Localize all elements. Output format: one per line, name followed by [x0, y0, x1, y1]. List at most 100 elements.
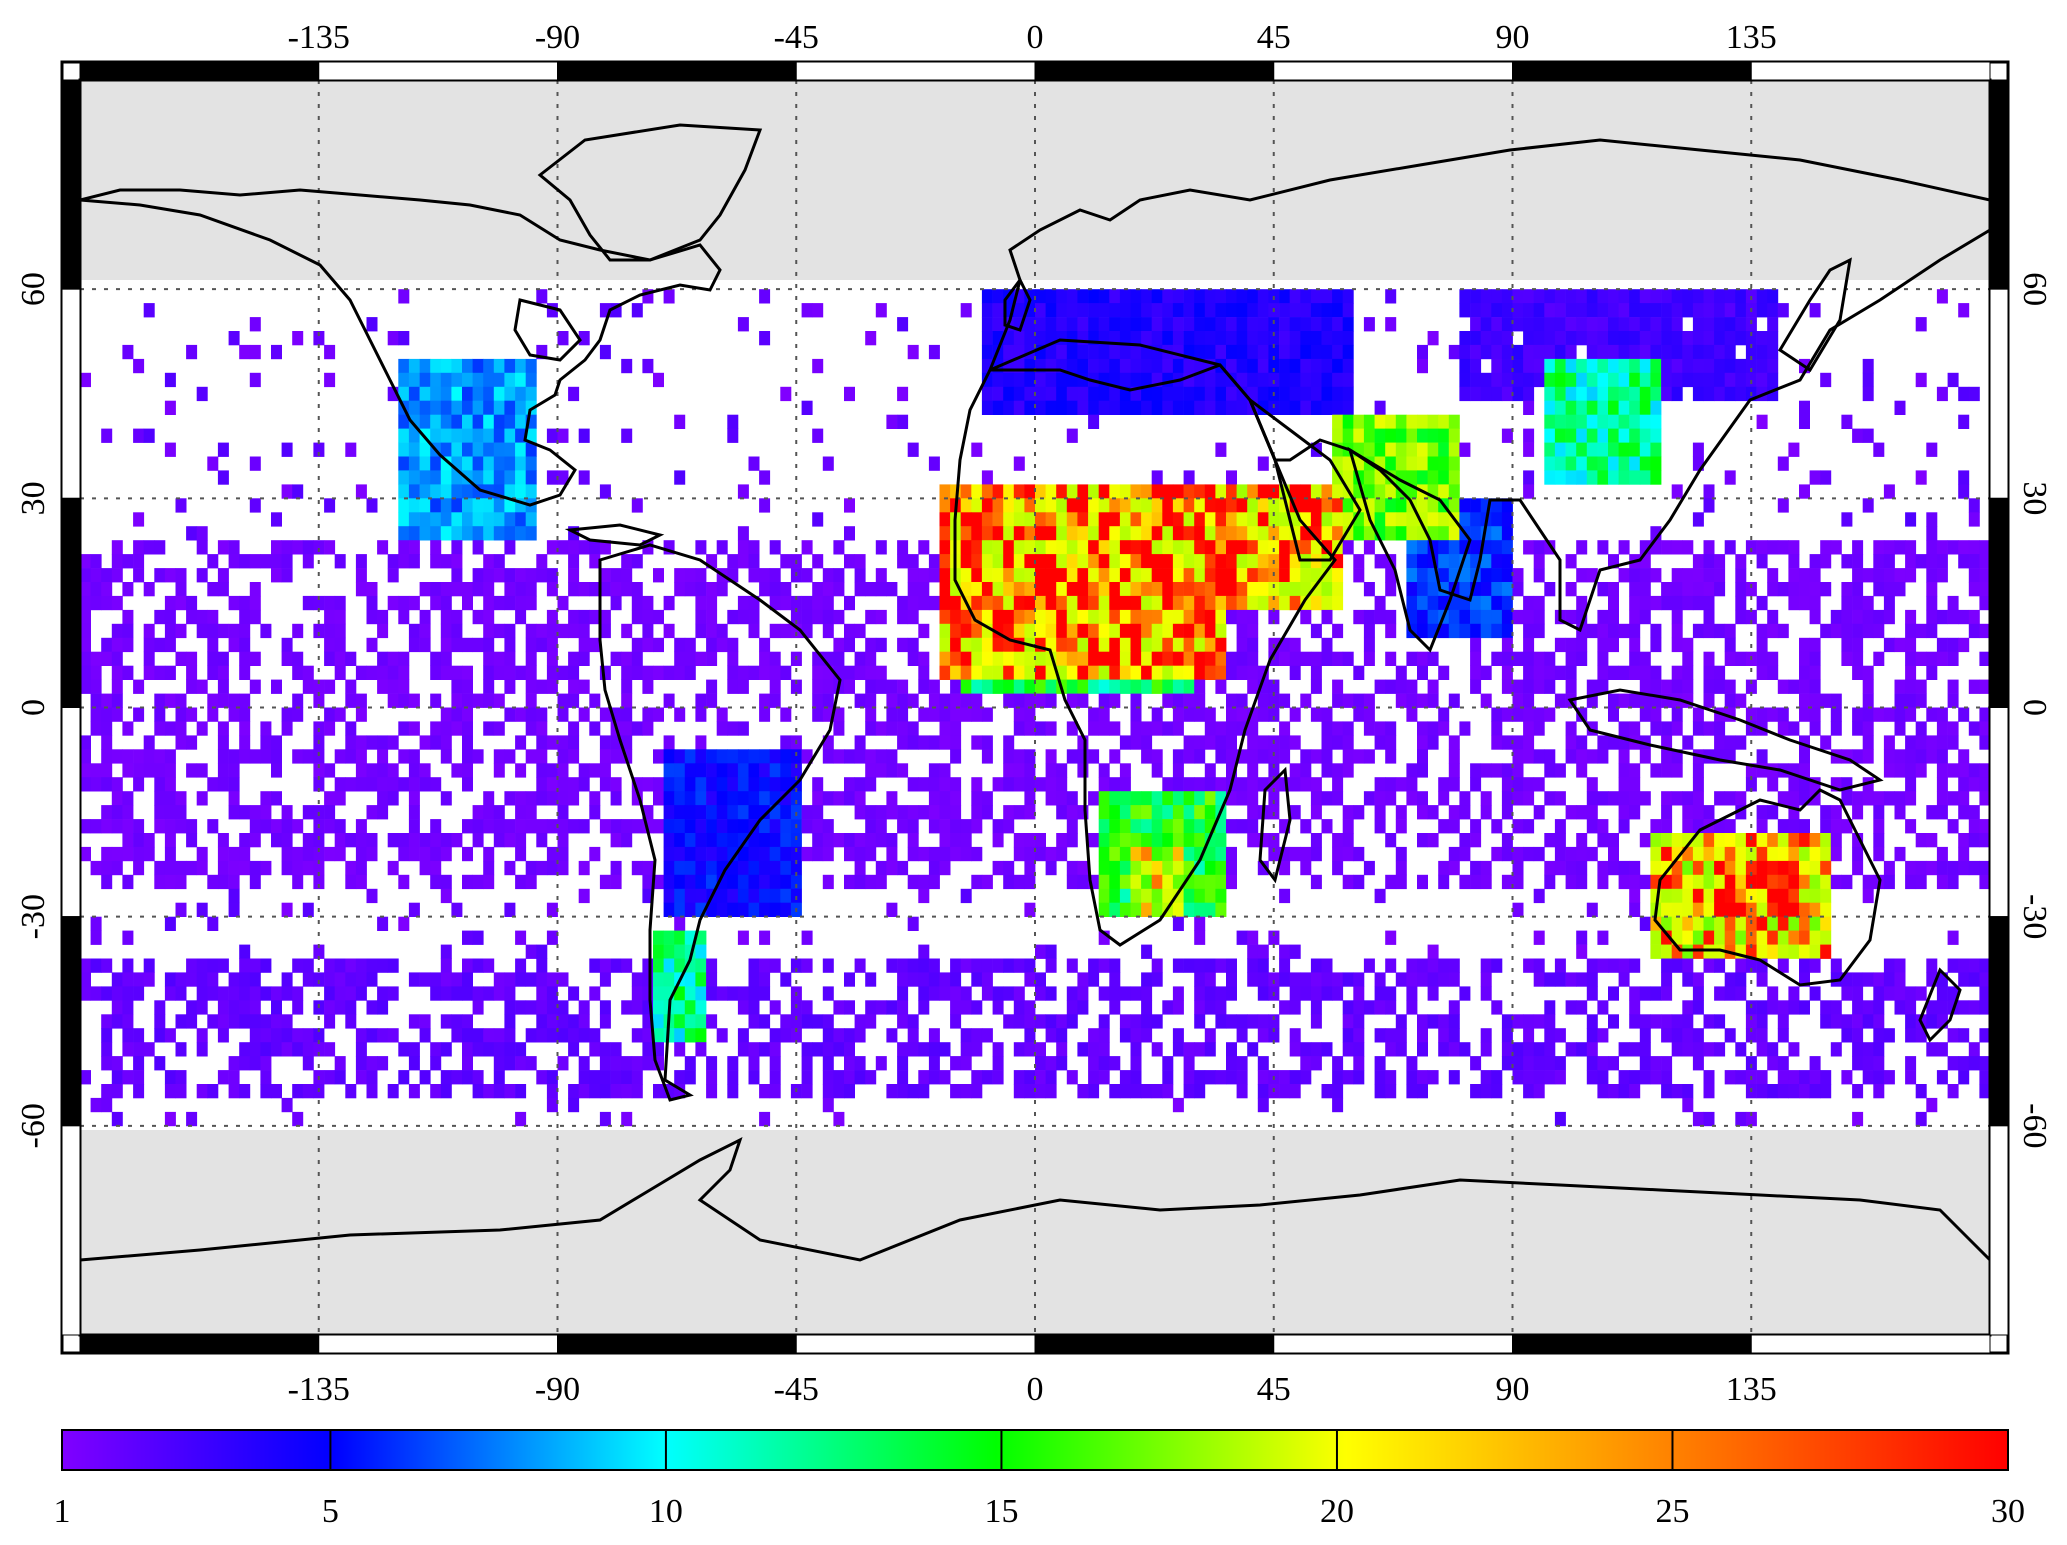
data-cell — [1565, 317, 1577, 332]
data-cell — [1204, 902, 1216, 917]
data-cell — [377, 609, 389, 625]
data-cell — [1979, 582, 1990, 597]
data-cell — [462, 498, 473, 513]
data-cell — [228, 874, 240, 890]
data-cell — [727, 749, 739, 764]
data-cell — [1003, 512, 1015, 527]
data-cell — [101, 986, 113, 1001]
data-cell — [992, 303, 1004, 318]
data-cell — [684, 805, 696, 820]
data-cell — [1194, 819, 1206, 834]
data-cell — [1565, 972, 1577, 987]
data-cell — [483, 595, 495, 611]
data-cell — [1618, 331, 1630, 346]
data-cell — [1151, 958, 1163, 973]
data-cell — [1905, 554, 1917, 569]
data-cell — [886, 833, 898, 848]
data-cell — [154, 665, 166, 680]
data-cell — [1066, 665, 1078, 680]
data-cell — [631, 777, 643, 792]
data-cell — [281, 707, 293, 722]
data-cell — [483, 637, 495, 653]
data-cell — [1756, 637, 1768, 653]
data-cell — [1406, 777, 1418, 792]
data-cell — [249, 344, 261, 360]
data-cell — [1226, 568, 1237, 583]
data-cell — [907, 637, 919, 653]
data-cell — [950, 833, 962, 848]
data-cell — [302, 749, 314, 764]
data-cell — [1756, 930, 1768, 945]
data-cell — [1332, 484, 1344, 499]
data-cell — [875, 637, 887, 653]
data-cell — [1289, 512, 1301, 527]
data-cell — [844, 623, 855, 639]
data-cell — [186, 679, 198, 694]
data-cell — [1692, 944, 1704, 959]
data-cell — [1194, 303, 1206, 318]
data-cell — [727, 637, 739, 653]
data-cell — [1194, 331, 1206, 346]
data-cell — [1130, 609, 1142, 625]
data-cell — [1226, 540, 1237, 555]
data-cell — [1215, 777, 1227, 792]
data-cell — [1618, 568, 1630, 583]
data-cell — [801, 595, 813, 611]
data-cell — [1353, 986, 1365, 1001]
data-cell — [1936, 1000, 1948, 1015]
data-cell — [971, 707, 983, 722]
data-cell — [568, 609, 580, 625]
data-cell — [1363, 693, 1375, 708]
data-cell — [1459, 540, 1471, 555]
data-cell — [355, 693, 367, 708]
data-cell — [1820, 735, 1832, 750]
data-cell — [1650, 428, 1662, 443]
data-cell — [1035, 317, 1046, 332]
data-cell — [504, 595, 516, 611]
data-cell — [1480, 693, 1492, 708]
data-cell — [886, 414, 898, 429]
data-cell — [663, 540, 675, 555]
data-cell — [1809, 470, 1821, 485]
data-cell — [653, 665, 664, 680]
data-cell — [1236, 665, 1248, 680]
data-cell — [101, 860, 113, 876]
data-cell — [631, 665, 643, 680]
data-cell — [1194, 930, 1206, 945]
data-cell — [1289, 805, 1301, 820]
data-cell — [408, 498, 420, 513]
data-cell — [398, 679, 410, 694]
data-cell — [440, 749, 452, 764]
data-cell — [1310, 707, 1322, 722]
data-cell — [1141, 289, 1153, 304]
data-cell — [822, 693, 834, 708]
data-cell — [1714, 860, 1726, 876]
data-cell — [1162, 1000, 1174, 1015]
data-cell — [1682, 289, 1694, 304]
data-cell — [1629, 860, 1641, 876]
data-cell — [1056, 303, 1068, 318]
data-cell — [80, 972, 91, 987]
data-cell — [271, 819, 282, 834]
data-cell — [1141, 512, 1153, 527]
data-cell — [1714, 721, 1726, 736]
data-cell — [133, 819, 145, 834]
data-cell — [1777, 930, 1789, 945]
data-cell — [1289, 944, 1301, 959]
data-cell — [1385, 1000, 1397, 1015]
data-cell — [1799, 958, 1810, 973]
data-cell — [1098, 303, 1110, 318]
data-cell — [907, 805, 919, 820]
data-cell — [939, 637, 951, 653]
data-cell — [1438, 442, 1450, 457]
data-cell — [101, 735, 113, 750]
data-cell — [334, 958, 346, 973]
data-cell — [1215, 303, 1227, 318]
data-cell — [1109, 819, 1121, 834]
data-cell — [1682, 679, 1694, 694]
data-cell — [1162, 540, 1174, 555]
data-cell — [334, 972, 346, 987]
data-cell — [133, 1042, 145, 1057]
data-cell — [228, 860, 240, 876]
data-cell — [1130, 540, 1142, 555]
